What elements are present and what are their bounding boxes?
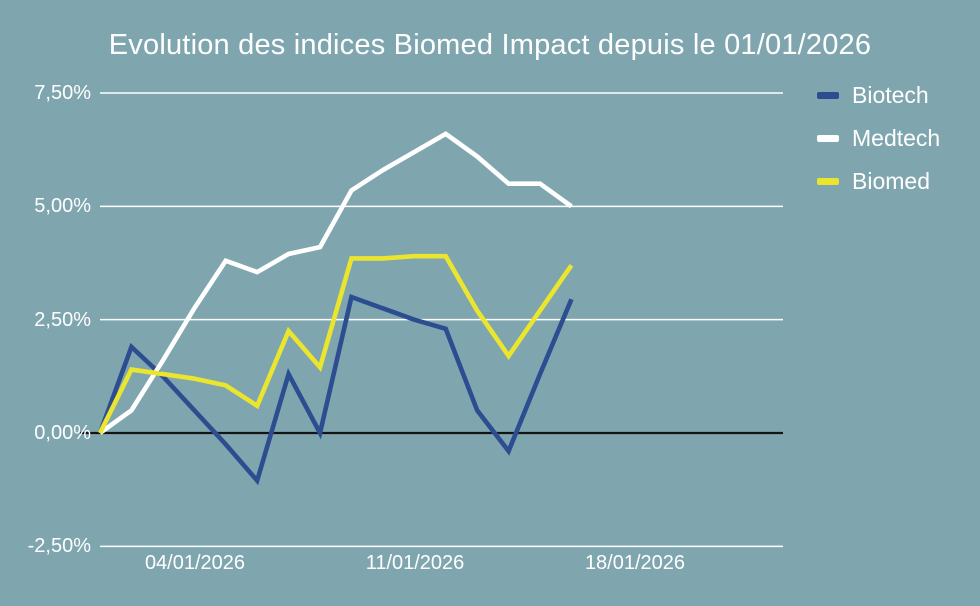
chart-title: Evolution des indices Biomed Impact depu… [108, 29, 872, 61]
legend: Biotech Medtech Biomed [817, 80, 940, 197]
x-axis-label-04-01: 04/01/2026 [144, 552, 246, 574]
medtech-line-swatch-icon [817, 135, 839, 142]
legend-label-biotech: Biotech [852, 82, 929, 108]
biotech-line-swatch-icon [817, 92, 839, 99]
series-line-medtech [98, 131, 573, 435]
y-axis-label-5-00: 5,00% [34, 195, 91, 217]
legend-item-biotech: Biotech [817, 80, 940, 111]
legend-item-medtech: Medtech [817, 123, 940, 154]
y-axis-label-7-50: 7,50% [34, 82, 91, 104]
legend-label-medtech: Medtech [852, 125, 941, 151]
series-line-biotech [97, 293, 574, 486]
y-axis-label-2-50: 2,50% [34, 309, 91, 331]
legend-item-biomed: Biomed [817, 166, 940, 197]
x-axis-label-18-01: 18/01/2026 [584, 552, 686, 574]
legend-label-biomed: Biomed [852, 168, 930, 194]
biomed-line-swatch-icon [817, 178, 839, 185]
y-axis-label-0-00: 0,00% [34, 422, 91, 444]
series-line-biomed [97, 253, 574, 435]
y-axis-label-neg-2-50: -2,50% [27, 535, 91, 557]
x-axis-label-11-01: 11/01/2026 [365, 552, 465, 574]
